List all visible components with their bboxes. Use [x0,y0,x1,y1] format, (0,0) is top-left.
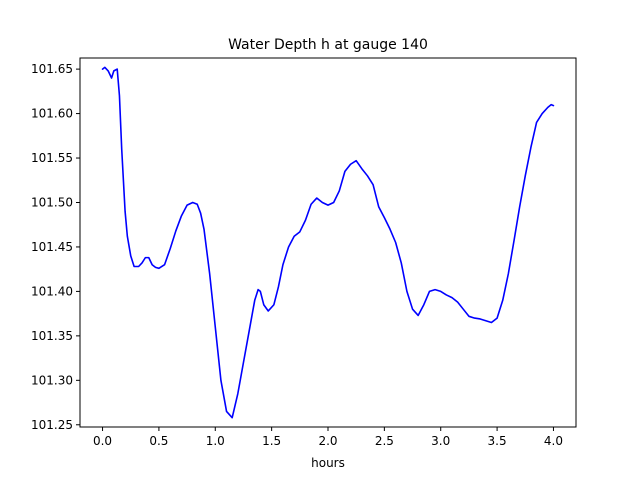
chart-title: Water Depth h at gauge 140 [228,37,428,53]
x-tick-label: 3.0 [431,434,450,448]
x-tick-label: 0.0 [93,434,112,448]
y-tick-label: 101.35 [31,329,73,343]
x-tick-label: 2.0 [318,434,337,448]
y-tick-label: 101.60 [31,107,73,121]
y-tick-label: 101.65 [31,62,73,76]
series-line-0 [101,66,555,419]
x-tick-label: 3.5 [488,434,507,448]
x-tick-label: 0.5 [149,434,168,448]
y-tick-label: 101.30 [31,373,73,387]
y-tick-label: 101.25 [31,418,73,432]
x-tick-label: 2.5 [375,434,394,448]
x-tick-label: 1.5 [262,434,281,448]
x-axis: 0.0 0.5 1.0 1.5 2.0 2.5 3.0 3.5 4.0 [93,427,563,448]
x-tick-label: 1.0 [206,434,225,448]
y-tick-label: 101.45 [31,240,73,254]
y-tick-label: 101.55 [31,151,73,165]
x-axis-label: hours [311,456,345,470]
y-axis: 101.25 101.30 101.35 101.40 101.45 101.50 101.… [31,62,80,432]
y-tick-label: 101.40 [31,284,73,298]
x-tick-label: 4.0 [544,434,563,448]
y-tick-label: 101.50 [31,195,73,209]
